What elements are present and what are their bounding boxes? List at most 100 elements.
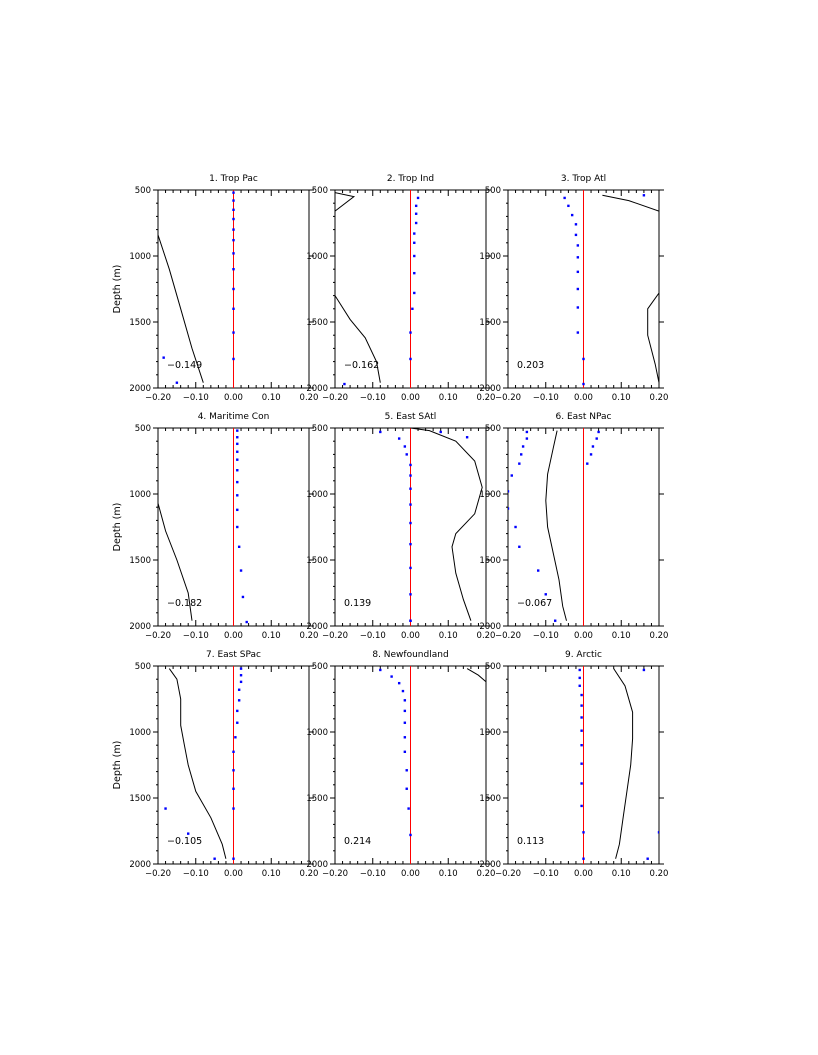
y-tick-label: 2000	[479, 622, 501, 632]
y-tick-label: 500	[135, 424, 151, 434]
x-tick-label: −0.10	[360, 631, 386, 641]
data-point	[232, 331, 235, 334]
data-point	[537, 569, 540, 572]
data-point	[162, 356, 165, 359]
panel-title: 2. Trop Ind	[387, 174, 434, 184]
data-point	[595, 437, 598, 440]
data-point	[414, 212, 418, 215]
data-point	[245, 620, 248, 624]
x-tick-label: −0.20	[322, 631, 348, 641]
data-point	[544, 593, 547, 596]
x-tick-label: 0.20	[477, 631, 496, 641]
x-tick-label: 0.00	[574, 393, 593, 403]
data-layer	[578, 666, 659, 864]
y-tick-label: 500	[135, 662, 151, 672]
data-point	[239, 674, 243, 677]
x-tick-label: −0.10	[183, 631, 209, 641]
y-tick-label: 2000	[129, 622, 151, 632]
data-point	[580, 704, 583, 707]
x-tick-label: 0.10	[612, 393, 631, 403]
correlation-label: −0.162	[344, 360, 379, 371]
x-tick-label: 0.10	[612, 631, 631, 641]
y-tick-label: 2000	[479, 860, 501, 870]
x-tick-label: 0.00	[401, 869, 420, 879]
y-tick-label: 1500	[479, 556, 501, 566]
data-point	[576, 306, 580, 309]
data-point	[582, 857, 585, 860]
y-tick-label: 1000	[479, 252, 501, 262]
profile-line	[410, 428, 483, 621]
data-point	[586, 462, 589, 465]
data-point	[239, 569, 243, 572]
data-layer	[158, 428, 248, 626]
x-tick-label: −0.20	[495, 393, 521, 403]
data-point	[405, 453, 408, 456]
data-point	[401, 689, 405, 693]
data-point	[405, 787, 408, 790]
data-point	[416, 196, 420, 200]
data-point	[580, 804, 583, 808]
data-point	[236, 525, 239, 529]
y-tick-label: 1500	[129, 794, 151, 804]
data-point	[578, 668, 581, 672]
correlation-label: −0.067	[517, 598, 552, 609]
data-point	[236, 429, 239, 432]
y-tick-label: 500	[485, 662, 501, 672]
data-point	[518, 462, 521, 465]
panel-1: 1. Trop Pac −0.20 −0.10 0.00 0.10 0.20 500 1000…	[112, 174, 318, 403]
x-tick-label: −0.20	[145, 869, 171, 879]
x-tick-label: 0.10	[262, 869, 281, 879]
data-point	[567, 204, 570, 208]
data-point	[580, 782, 583, 785]
data-point	[164, 807, 167, 810]
data-point	[414, 204, 418, 208]
x-tick-label: 0.10	[439, 393, 458, 403]
data-point	[582, 831, 585, 834]
data-point	[232, 191, 235, 194]
y-tick-label: 2000	[306, 384, 328, 394]
x-tick-label: −0.10	[183, 869, 209, 879]
data-point	[236, 442, 239, 446]
data-point	[465, 436, 469, 439]
y-tick-label: 1000	[129, 490, 151, 500]
panel-9: 9. Arctic −0.20 −0.10 0.00 0.10 0.20 500 1000 15…	[479, 650, 668, 879]
data-point	[525, 430, 529, 434]
data-point	[232, 238, 235, 242]
data-point	[232, 217, 235, 221]
y-tick-label: 1000	[306, 490, 328, 500]
data-point	[582, 357, 585, 361]
y-axis-label: Depth (m)	[112, 265, 123, 314]
x-tick-label: 0.00	[401, 393, 420, 403]
panel-3: 3. Trop Atl −0.20 −0.10 0.00 0.10 0.20 500 1000…	[479, 174, 668, 403]
data-point	[574, 223, 578, 226]
panel-6: 6. East NPac −0.20 −0.10 0.00 0.10 0.20 500 100…	[479, 412, 668, 641]
x-tick-label: −0.10	[533, 393, 559, 403]
data-point	[403, 750, 407, 753]
data-point	[657, 831, 659, 834]
x-tick-label: 0.00	[401, 631, 420, 641]
y-tick-label: 1000	[306, 252, 328, 262]
data-point	[514, 525, 517, 529]
data-point	[405, 769, 408, 772]
data-point	[642, 194, 646, 197]
y-tick-label: 2000	[306, 622, 328, 632]
profile-line	[647, 292, 659, 383]
profile-line	[466, 668, 486, 683]
data-point	[508, 490, 510, 493]
panel-2: 2. Trop Ind −0.20 −0.10 0.00 0.10 0.20 500 1000…	[306, 174, 495, 403]
profile-line	[602, 194, 659, 212]
data-point	[239, 667, 243, 670]
data-point	[403, 699, 407, 702]
y-tick-label: 500	[135, 186, 151, 196]
data-point	[439, 430, 442, 434]
data-point	[232, 252, 235, 255]
data-point	[409, 593, 412, 596]
profile-line	[335, 295, 381, 383]
profile-line	[335, 192, 356, 212]
data-point	[409, 463, 412, 467]
data-point	[236, 436, 239, 439]
correlation-label: −0.105	[167, 836, 202, 847]
data-point	[409, 474, 412, 477]
data-point	[646, 857, 649, 860]
